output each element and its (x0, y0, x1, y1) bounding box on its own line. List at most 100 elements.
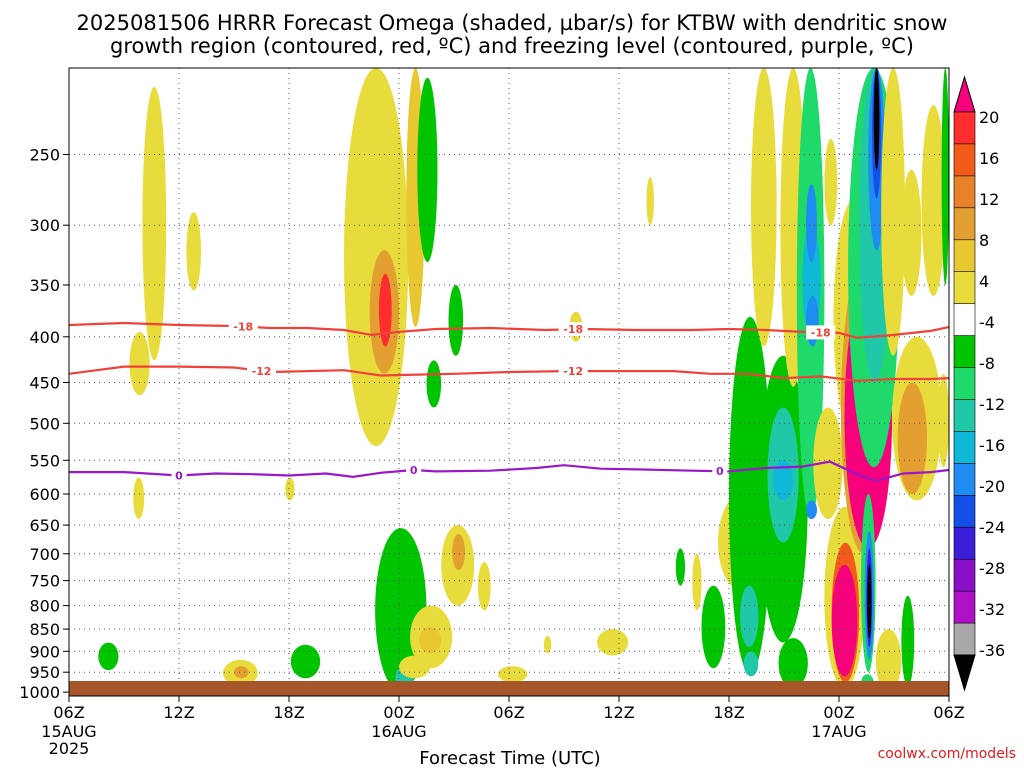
colorbar-label: -12 (979, 395, 1005, 414)
omega-region (543, 635, 552, 654)
x-tick-label: 00Z (383, 703, 414, 722)
colorbar-bottom-arrow (953, 654, 976, 692)
omega-region (452, 533, 465, 571)
colorbar-segment (953, 367, 976, 401)
colorbar-label: -28 (979, 559, 1005, 578)
x-tick-year: 2025 (49, 739, 90, 758)
omega-region (234, 666, 249, 679)
contour-label: -12 (563, 365, 583, 378)
omega-region (419, 626, 442, 654)
omega-region (921, 105, 946, 296)
colorbar-label: -32 (979, 600, 1005, 619)
omega-region (806, 184, 817, 263)
contour-label-bg (806, 325, 836, 340)
colorbar-label: -4 (979, 313, 995, 332)
x-tick-label: 06Z (53, 703, 84, 722)
omega-region (901, 169, 922, 296)
y-tick-label: 800 (29, 597, 60, 616)
omega-region (813, 407, 843, 520)
omega-region (142, 86, 167, 361)
colorbar-segment (953, 431, 976, 465)
chart-title-line1: 2025081506 HRRR Forecast Omega (shaded, … (77, 11, 948, 35)
colorbar-segment (953, 175, 976, 209)
x-tick-label: 00Z (823, 703, 854, 722)
x-tick-label: 06Z (933, 703, 964, 722)
omega-region (98, 642, 119, 671)
omega-region (597, 629, 629, 656)
omega-region (740, 585, 759, 647)
omega-region (417, 77, 438, 263)
omega-region (873, 68, 880, 170)
colorbar-label: -24 (979, 518, 1005, 537)
y-tick-label: 550 (29, 451, 60, 470)
y-tick-label: 450 (29, 374, 60, 393)
y-tick-label: 1000 (19, 683, 60, 702)
omega-region (186, 212, 201, 291)
colorbar-label: 8 (979, 231, 989, 250)
omega-region (675, 548, 686, 586)
contour-label-bg (171, 468, 187, 483)
y-tick-label: 250 (29, 146, 60, 165)
colorbar-label: -16 (979, 436, 1005, 455)
contour-line (69, 321, 949, 339)
omega-region (778, 638, 808, 689)
omega-shading (98, 68, 949, 693)
colorbar: 20 16 12 8 4 -4 -8 -12 -16 -20 -24 -28 -32 -36 (953, 75, 1005, 692)
contour-label: 0 (175, 470, 183, 483)
y-tick-label: 700 (29, 545, 60, 564)
omega-region (378, 273, 392, 347)
y-tick-label: 950 (29, 663, 60, 682)
y-tick-label: 750 (29, 572, 60, 591)
colorbar-segment (953, 303, 976, 337)
colorbar-segment (953, 622, 976, 656)
colorbar-segment (953, 463, 976, 497)
colorbar-segment (953, 590, 976, 624)
x-tick-label: 12Z (163, 703, 194, 722)
plot-area: -18 -18 -18 -12 -12 0 0 0 (68, 67, 950, 697)
contour-label: -18 (233, 321, 253, 334)
y-tick-label: 500 (29, 414, 60, 433)
colorbar-top-arrow (953, 75, 976, 113)
colorbar-segment (953, 271, 976, 305)
y-tick-label: 900 (29, 642, 60, 661)
colorbar-segment (953, 558, 976, 592)
colorbar-segment (953, 111, 976, 145)
y-tick-label: 850 (29, 620, 60, 639)
contour-label: 0 (410, 464, 418, 477)
y-tick-label: 400 (29, 328, 60, 347)
contour-label-bg (406, 463, 422, 477)
contour-label-bg (712, 464, 728, 479)
omega-region (498, 666, 528, 683)
omega-region (290, 644, 321, 679)
omega-region (831, 564, 858, 677)
omega-region (938, 373, 949, 468)
omega-region (751, 68, 777, 347)
colorbar-label: -20 (979, 477, 1005, 496)
omega-region (646, 177, 654, 226)
omega-region (881, 68, 905, 356)
colorbar-label: 12 (979, 190, 999, 209)
grid-lines (69, 68, 949, 696)
omega-region (285, 477, 295, 501)
y-tick-label: 350 (29, 276, 60, 295)
colorbar-segment (953, 494, 976, 528)
contour-label-bg (247, 363, 276, 378)
omega-region (477, 562, 491, 611)
contour-label: 0 (716, 465, 724, 478)
omega-region (897, 382, 927, 495)
x-tick-date: 15AUG (41, 722, 96, 741)
omega-region (133, 477, 145, 520)
omega-region (773, 460, 794, 501)
omega-region (941, 68, 949, 285)
contour-label-bg (558, 322, 588, 337)
colorbar-label: -8 (979, 354, 995, 373)
omega-region (901, 595, 915, 687)
ground-bar (69, 681, 949, 696)
omega-region (399, 655, 431, 679)
omega-region (824, 138, 838, 226)
credit-text: coolwx.com/models (878, 746, 1016, 762)
colorbar-segment (953, 335, 976, 369)
omega-region (426, 360, 442, 408)
